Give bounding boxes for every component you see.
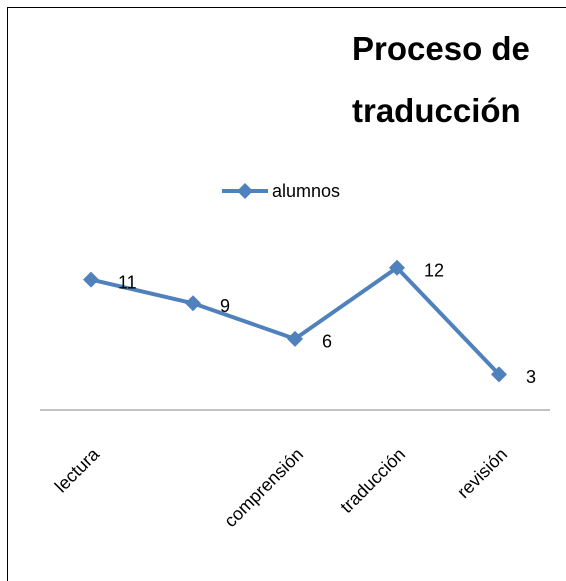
data-label: 11 [118, 272, 137, 292]
data-point [491, 366, 507, 383]
x-tick-label: comprensión [220, 444, 307, 531]
legend-marker [237, 183, 253, 199]
data-label: 9 [220, 296, 230, 316]
x-tick-label: lectura [51, 443, 104, 496]
data-point [389, 259, 405, 276]
data-label: 12 [424, 260, 444, 280]
data-label: 6 [322, 332, 332, 352]
chart-title: Proceso de traducción [352, 30, 530, 129]
chart-border [7, 7, 566, 581]
data-label: 3 [526, 367, 536, 387]
x-tick-label: traducción [336, 444, 409, 517]
x-tick-label: revisión [453, 444, 511, 502]
series-line [90, 265, 501, 376]
data-point [185, 295, 201, 312]
data-point [287, 330, 303, 347]
data-point [83, 271, 99, 288]
legend-label: alumnos [272, 181, 340, 201]
